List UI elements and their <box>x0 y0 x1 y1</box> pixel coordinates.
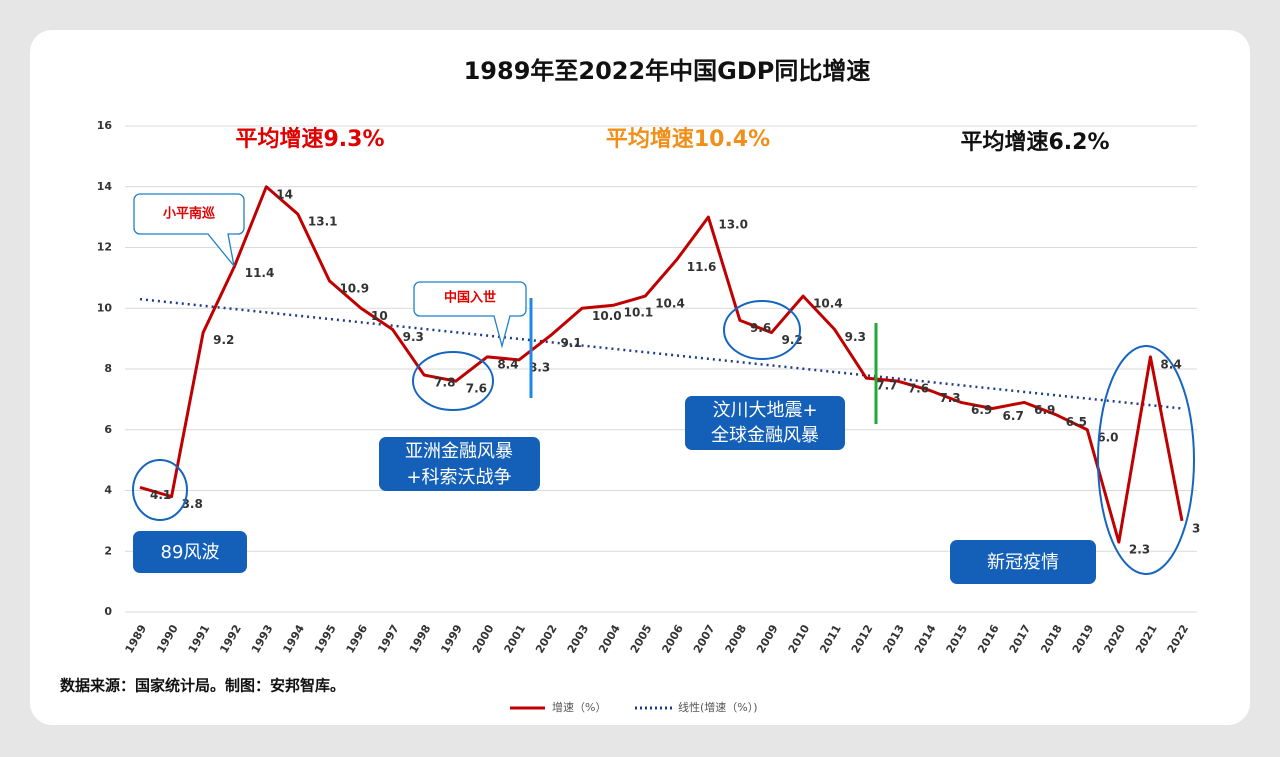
event-box <box>950 540 1096 584</box>
event-box <box>133 531 247 573</box>
y-tick-label: 4 <box>104 484 112 497</box>
data-label: 11.4 <box>245 266 275 280</box>
data-label: 10.4 <box>655 297 685 311</box>
data-label: 10.0 <box>592 309 622 323</box>
data-label: 6.9 <box>971 403 992 417</box>
highlight-ellipse <box>723 300 801 360</box>
data-label: 7.8 <box>434 376 455 390</box>
event-text: 全球金融风暴 <box>711 425 819 446</box>
y-tick-label: 16 <box>97 119 113 132</box>
highlight-ellipse <box>132 459 188 521</box>
data-label: 7.3 <box>939 391 960 405</box>
data-label: 3 <box>1192 521 1200 535</box>
event-text: +科索沃战争 <box>406 467 511 488</box>
legend-label: 增速（%） <box>552 700 606 714</box>
callout <box>413 281 527 349</box>
data-label: 2.3 <box>1129 543 1150 557</box>
data-label: 14 <box>276 187 293 201</box>
data-label: 11.6 <box>687 260 717 274</box>
data-label: 6.9 <box>1034 403 1055 417</box>
data-label: 10.4 <box>813 297 843 311</box>
data-label: 9.2 <box>213 333 234 347</box>
data-label: 10 <box>371 309 388 323</box>
chart-title: 1989年至2022年中国GDP同比增速 <box>464 57 871 85</box>
annotation: 平均增速10.4% <box>606 126 770 152</box>
highlight-ellipse <box>1097 345 1195 575</box>
y-tick-label: 12 <box>97 241 112 254</box>
data-label: 10.1 <box>624 306 654 320</box>
y-tick-label: 10 <box>97 301 113 314</box>
data-label: 9.3 <box>845 330 866 344</box>
data-label: 9.1 <box>560 336 581 350</box>
data-label: 13.1 <box>308 215 338 229</box>
data-label: 9.6 <box>750 321 771 335</box>
data-label: 13.0 <box>718 218 748 232</box>
data-label: 7.6 <box>908 382 929 396</box>
callout <box>133 193 245 267</box>
data-label: 6.7 <box>1003 409 1024 423</box>
data-label: 7.7 <box>876 379 897 393</box>
event-text: 亚洲金融风暴 <box>405 441 513 462</box>
data-label: 10.9 <box>339 281 369 295</box>
data-label: 6.0 <box>1097 430 1118 444</box>
y-tick-label: 6 <box>104 423 112 436</box>
annotation: 平均增速9.3% <box>235 126 384 152</box>
source: 数据来源：国家统计局。制图：安邦智库。 <box>60 677 345 695</box>
highlight-ellipse <box>412 351 494 411</box>
event-text: 汶川大地震+ <box>712 400 817 421</box>
data-label: 8.3 <box>529 360 550 374</box>
event-text: 新冠疫情 <box>987 552 1059 573</box>
data-label: 9.3 <box>403 330 424 344</box>
callout-text: 小平南巡 <box>163 206 215 222</box>
data-label: 9.2 <box>782 333 803 347</box>
data-line <box>139 185 1184 544</box>
event-box <box>379 437 540 491</box>
annotation: 平均增速6.2% <box>960 129 1109 155</box>
data-label: 6.5 <box>1066 415 1087 429</box>
y-tick-label: 14 <box>97 180 113 193</box>
data-label: 3.8 <box>182 497 203 511</box>
y-tick-label: 2 <box>104 544 112 557</box>
data-label: 4.1 <box>150 488 171 502</box>
data-label: 7.6 <box>466 382 487 396</box>
event-box <box>685 396 845 450</box>
legend-label: 线性(增速（%）) <box>678 700 758 714</box>
callout-text: 中国入世 <box>444 290 496 306</box>
event-text: 89风波 <box>161 542 220 563</box>
data-label: 8.4 <box>497 357 518 371</box>
y-tick-label: 0 <box>104 605 112 618</box>
y-tick-label: 8 <box>104 362 112 375</box>
trend-line <box>139 297 1183 410</box>
